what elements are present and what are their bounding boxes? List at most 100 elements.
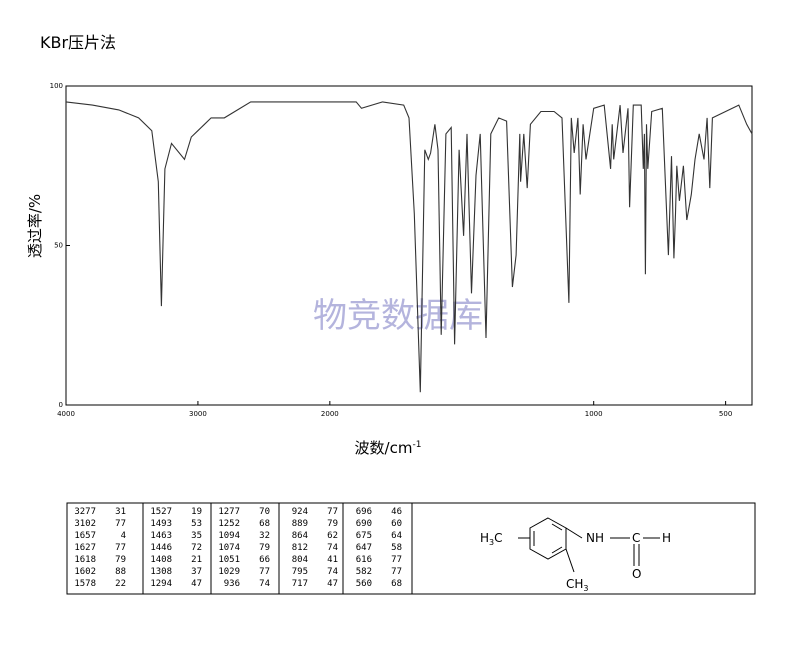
table-wavenumber: 1294 — [150, 579, 172, 589]
table-transmittance: 32 — [259, 531, 270, 541]
watermark: 物竞数据库 — [313, 296, 483, 336]
table-wavenumber: 1657 — [74, 531, 96, 541]
table-transmittance: 62 — [327, 531, 338, 541]
table-transmittance: 77 — [115, 543, 126, 553]
table-wavenumber: 1463 — [150, 531, 172, 541]
y-tick-label: 50 — [54, 242, 63, 250]
table-transmittance: 19 — [191, 507, 202, 517]
molecule-labels: H3C NH C O H CH3 — [480, 531, 671, 593]
table-wavenumber: 1493 — [150, 519, 172, 529]
atom-label: H3C — [480, 531, 503, 547]
ring — [529, 517, 567, 560]
table-transmittance: 35 — [191, 531, 202, 541]
x-tick-label: 2000 — [321, 410, 339, 418]
table-transmittance: 74 — [259, 579, 270, 589]
table-transmittance: 79 — [115, 555, 126, 565]
atom: CH — [566, 577, 583, 591]
table-transmittance: 79 — [259, 543, 270, 553]
table-transmittance: 77 — [391, 567, 402, 577]
x-tick-label: 500 — [719, 410, 732, 418]
table-transmittance: 47 — [327, 579, 338, 589]
table-transmittance: 68 — [391, 579, 402, 589]
table-transmittance: 22 — [115, 579, 126, 589]
table-transmittance: 72 — [191, 543, 202, 553]
table-transmittance: 37 — [191, 567, 202, 577]
y-axis-label: 透过率/% — [26, 194, 44, 258]
bond — [565, 548, 575, 573]
table-wavenumber: 690 — [356, 519, 372, 529]
table-frame — [66, 502, 756, 595]
y-tick-label: 100 — [50, 82, 63, 90]
table-wavenumber: 582 — [356, 567, 372, 577]
table-wavenumber: 1627 — [74, 543, 96, 553]
table-wavenumber: 1527 — [150, 507, 172, 517]
bond — [551, 523, 563, 531]
x-axis-label-sup: -1 — [412, 440, 421, 450]
table-wavenumber: 924 — [292, 507, 308, 517]
x-tick-label: 1000 — [585, 410, 603, 418]
table-wavenumber: 1051 — [218, 555, 240, 565]
table-wavenumber: 1618 — [74, 555, 96, 565]
atom-label: NH — [586, 531, 604, 545]
plot-frame — [65, 85, 753, 406]
table-wavenumber: 936 — [224, 579, 240, 589]
atom-label: O — [632, 567, 641, 581]
atom-sub: 3 — [583, 584, 588, 593]
table-transmittance: 60 — [391, 519, 402, 529]
table-wavenumber: 647 — [356, 543, 372, 553]
table-dividers — [142, 503, 413, 594]
atom-label: H — [662, 531, 671, 545]
table-wavenumber: 1578 — [74, 579, 96, 589]
table-wavenumber: 1277 — [218, 507, 240, 517]
table-wavenumber: 1408 — [150, 555, 172, 565]
table-wavenumber: 1094 — [218, 531, 240, 541]
table-transmittance: 77 — [327, 507, 338, 517]
x-axis-label: 波数/cm-1 — [355, 439, 422, 457]
table-wavenumber: 696 — [356, 507, 372, 517]
table-transmittance: 64 — [391, 531, 402, 541]
table-transmittance: 58 — [391, 543, 402, 553]
table-wavenumber: 804 — [292, 555, 308, 565]
atom-label: C — [632, 531, 640, 545]
table-transmittance: 47 — [191, 579, 202, 589]
atom-sub: 3 — [489, 538, 494, 547]
table-wavenumber: 1308 — [150, 567, 172, 577]
table-transmittance: 88 — [115, 567, 126, 577]
bond — [551, 546, 563, 554]
x-tick-label: 4000 — [57, 410, 75, 418]
atom: H — [480, 531, 489, 545]
table-transmittance: 53 — [191, 519, 202, 529]
x-tick-label: 3000 — [189, 410, 207, 418]
table-transmittance: 4 — [121, 531, 126, 541]
table-wavenumber: 717 — [292, 579, 308, 589]
table-wavenumber: 795 — [292, 567, 308, 577]
table-transmittance: 21 — [191, 555, 202, 565]
table-wavenumber: 889 — [292, 519, 308, 529]
table-transmittance: 66 — [259, 555, 270, 565]
table-wavenumber: 864 — [292, 531, 308, 541]
table-wavenumber: 1602 — [74, 567, 96, 577]
table-transmittance: 74 — [327, 543, 338, 553]
table-transmittance: 70 — [259, 507, 270, 517]
table-wavenumber: 1029 — [218, 567, 240, 577]
table-transmittance: 41 — [327, 555, 338, 565]
table-wavenumber: 1446 — [150, 543, 172, 553]
y-tick-label: 0 — [59, 401, 63, 409]
table-wavenumber: 1252 — [218, 519, 240, 529]
table-transmittance: 31 — [115, 507, 126, 517]
molecule-bonds — [518, 517, 660, 573]
table-wavenumber: 560 — [356, 579, 372, 589]
x-axis-label-text: 波数/cm — [355, 439, 413, 457]
table-transmittance: 79 — [327, 519, 338, 529]
table-wavenumber: 3277 — [74, 507, 96, 517]
table-transmittance: 77 — [259, 567, 270, 577]
table-wavenumber: 812 — [292, 543, 308, 553]
spectrum-line — [65, 101, 753, 393]
table-transmittance: 46 — [391, 507, 402, 517]
atom: C — [494, 531, 502, 545]
bond — [565, 527, 583, 539]
atom-label: CH3 — [566, 577, 589, 593]
chart-title: KBr压片法 — [40, 33, 116, 52]
table-wavenumber: 616 — [356, 555, 372, 565]
